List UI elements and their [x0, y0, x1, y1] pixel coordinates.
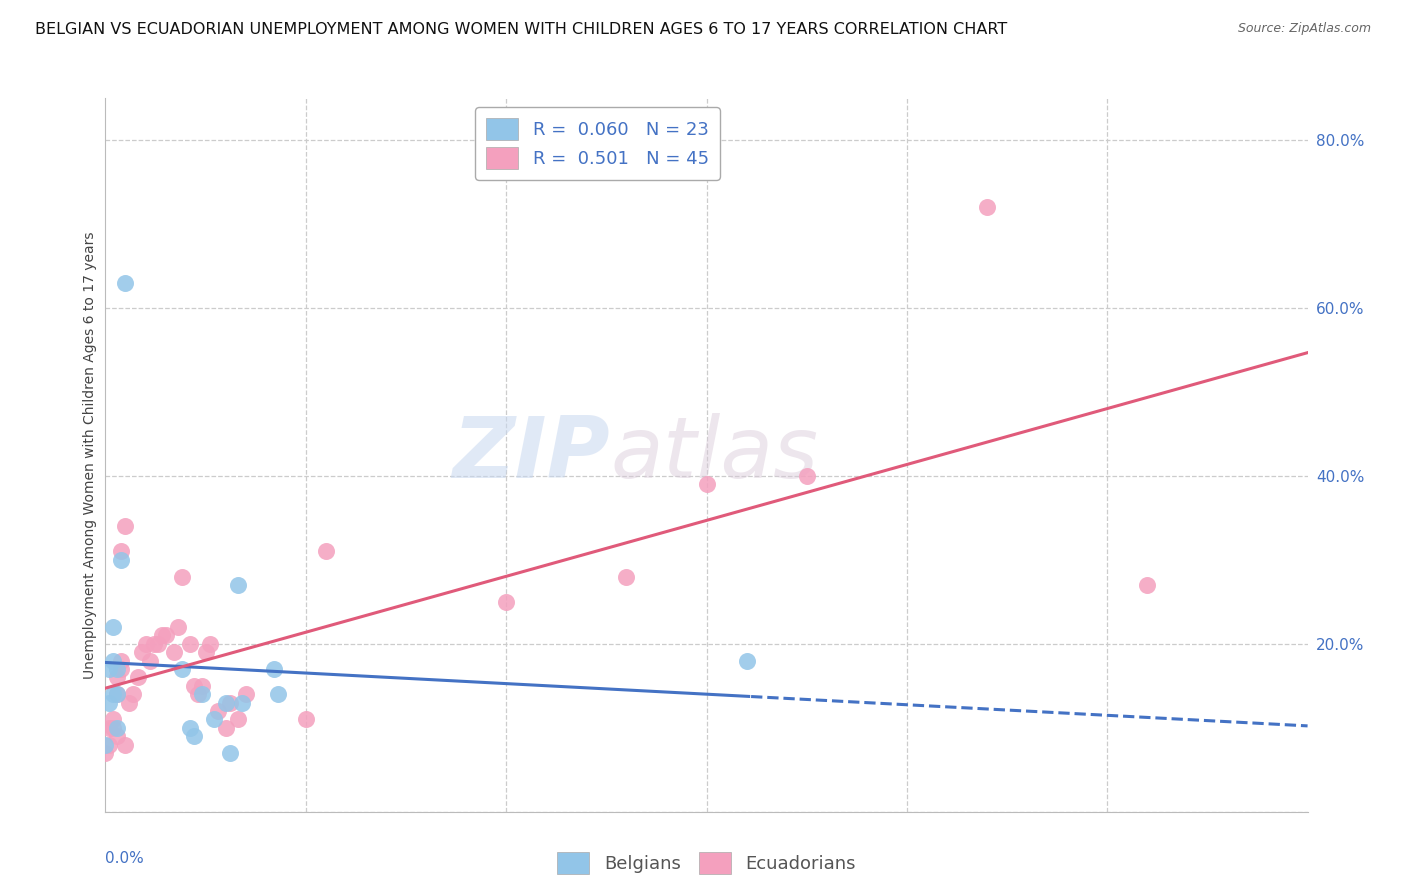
Point	[98, 696, 121, 710]
Point	[94, 738, 117, 752]
Point	[183, 729, 205, 743]
Point	[110, 654, 132, 668]
Point	[295, 712, 318, 726]
Point	[183, 679, 205, 693]
Point	[194, 645, 217, 659]
Point	[107, 662, 129, 676]
Point	[263, 662, 285, 676]
Point	[235, 687, 257, 701]
Point	[170, 569, 193, 583]
Point	[131, 645, 153, 659]
Point	[170, 662, 193, 676]
Point	[107, 687, 129, 701]
Point	[103, 620, 125, 634]
Point	[98, 721, 121, 735]
Point	[162, 645, 184, 659]
Point	[735, 654, 758, 668]
Point	[142, 637, 165, 651]
Text: atlas: atlas	[610, 413, 818, 497]
Point	[315, 544, 337, 558]
Point	[135, 637, 157, 651]
Point	[103, 721, 125, 735]
Point	[202, 712, 225, 726]
Point	[98, 662, 121, 676]
Point	[114, 276, 136, 290]
Point	[187, 687, 209, 701]
Point	[976, 200, 998, 214]
Point	[118, 696, 141, 710]
Point	[1136, 578, 1159, 592]
Point	[103, 654, 125, 668]
Point	[214, 696, 236, 710]
Point	[138, 654, 160, 668]
Point	[226, 712, 249, 726]
Point	[207, 704, 229, 718]
Text: BELGIAN VS ECUADORIAN UNEMPLOYMENT AMONG WOMEN WITH CHILDREN AGES 6 TO 17 YEARS : BELGIAN VS ECUADORIAN UNEMPLOYMENT AMONG…	[35, 22, 1008, 37]
Point	[218, 746, 240, 760]
Point	[155, 628, 177, 642]
Point	[267, 687, 290, 701]
Point	[107, 670, 129, 684]
Point	[110, 662, 132, 676]
Point	[146, 637, 169, 651]
Point	[796, 469, 818, 483]
Point	[166, 620, 188, 634]
Point	[110, 544, 132, 558]
Point	[127, 670, 149, 684]
Point	[214, 721, 236, 735]
Point	[110, 553, 132, 567]
Point	[190, 679, 212, 693]
Point	[179, 637, 201, 651]
Point	[107, 687, 129, 701]
Point	[94, 746, 117, 760]
Point	[103, 712, 125, 726]
Point	[616, 569, 638, 583]
Point	[495, 595, 517, 609]
Point	[114, 519, 136, 533]
Point	[218, 696, 240, 710]
Text: 0.0%: 0.0%	[105, 851, 145, 866]
Point	[114, 738, 136, 752]
Point	[179, 721, 201, 735]
Text: Source: ZipAtlas.com: Source: ZipAtlas.com	[1237, 22, 1371, 36]
Y-axis label: Unemployment Among Women with Children Ages 6 to 17 years: Unemployment Among Women with Children A…	[83, 231, 97, 679]
Point	[107, 721, 129, 735]
Point	[98, 738, 121, 752]
Point	[190, 687, 212, 701]
Point	[696, 477, 718, 491]
Point	[231, 696, 253, 710]
Point	[107, 729, 129, 743]
Point	[198, 637, 221, 651]
Point	[103, 687, 125, 701]
Legend: Belgians, Ecuadorians: Belgians, Ecuadorians	[550, 845, 863, 881]
Point	[226, 578, 249, 592]
Point	[122, 687, 145, 701]
Point	[150, 628, 173, 642]
Text: ZIP: ZIP	[453, 413, 610, 497]
